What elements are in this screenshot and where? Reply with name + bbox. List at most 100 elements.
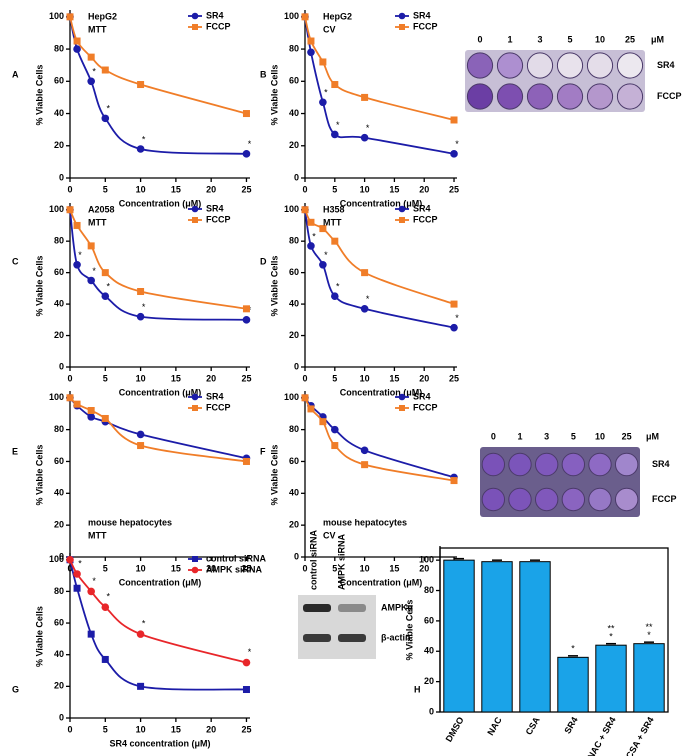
- significance-label: *: [107, 104, 111, 114]
- x-tick-label: 0: [67, 184, 72, 194]
- y-axis-label: % Viable Cells: [34, 606, 44, 667]
- well: [534, 487, 559, 512]
- chart-title: H358: [323, 204, 345, 214]
- chart-title: HepG2: [323, 11, 352, 21]
- legend-marker: [398, 205, 406, 213]
- well: [526, 83, 554, 110]
- well: [556, 83, 584, 110]
- well: [614, 452, 639, 477]
- data-point: [101, 269, 109, 277]
- x-tick-label: 15: [389, 373, 399, 383]
- x-tick-label: 10: [136, 563, 146, 573]
- well: [481, 487, 506, 512]
- legend-marker: [398, 393, 406, 401]
- chart-subtitle: MTT: [323, 217, 342, 227]
- legend-label: FCCP: [413, 214, 438, 224]
- significance-label: *: [336, 282, 340, 292]
- dose-label: 1: [507, 34, 512, 44]
- x-tick-label: 15: [171, 184, 181, 194]
- x-tick-label: 20: [206, 184, 216, 194]
- x-tick-label: CSA: [524, 715, 542, 737]
- x-tick-label: 5: [103, 563, 108, 573]
- chart-subtitle: MTT: [88, 24, 107, 34]
- well: [496, 83, 524, 110]
- data-point: [73, 45, 81, 53]
- data-point: [101, 603, 110, 612]
- data-point: [307, 37, 315, 45]
- significance-label: *: [92, 67, 96, 77]
- significance-label: *: [647, 630, 651, 640]
- well: [508, 452, 532, 477]
- legend-label: FCCP: [413, 402, 438, 412]
- legend-marker: [398, 12, 406, 20]
- significance-label: *: [107, 282, 111, 292]
- data-point: [307, 405, 315, 413]
- x-tick-label: 5: [103, 373, 108, 383]
- x-tick-label: 15: [389, 184, 399, 194]
- legend-label: FCCP: [206, 21, 231, 31]
- data-point: [66, 555, 74, 564]
- data-point: [307, 218, 315, 226]
- x-tick-label: NAC + SR4: [585, 715, 617, 756]
- unit-label: μM: [646, 431, 659, 441]
- significance-label: *: [324, 250, 328, 260]
- x-tick-label: 15: [171, 563, 181, 573]
- x-tick-label: 25: [241, 184, 251, 194]
- x-tick-label: DMSO: [444, 715, 466, 743]
- series: [66, 13, 250, 118]
- y-axis-label: % Viable Cells: [404, 600, 414, 661]
- series: [66, 555, 251, 667]
- x-tick-label: 5: [332, 563, 337, 573]
- y-tick-label: 100: [49, 392, 64, 402]
- data-point: [361, 461, 369, 469]
- y-tick-label: 80: [54, 43, 64, 53]
- data-point: [87, 407, 95, 415]
- legend-label: FCCP: [206, 214, 231, 224]
- data-point: [136, 145, 145, 153]
- x-tick-label: 5: [103, 184, 108, 194]
- y-tick-label: 0: [294, 361, 299, 371]
- x-tick-label: 25: [241, 724, 251, 734]
- data-point: [87, 276, 95, 285]
- well: [534, 452, 559, 477]
- data-point: [242, 110, 250, 118]
- data-point: [307, 48, 315, 57]
- y-tick-label: 100: [419, 555, 434, 565]
- y-tick-label: 100: [49, 11, 64, 21]
- series: [301, 206, 458, 308]
- x-tick-label: 5: [332, 184, 337, 194]
- legend-label: AMPK siRNA: [206, 564, 263, 574]
- y-axis-label: % Viable Cells: [34, 256, 44, 317]
- x-tick-label: 10: [136, 373, 146, 383]
- y-tick-label: 0: [59, 551, 64, 561]
- y-tick-label: 40: [424, 646, 434, 656]
- y-tick-label: 20: [289, 330, 299, 340]
- legend-marker: [399, 217, 405, 223]
- data-point: [450, 477, 458, 485]
- x-tick-label: 20: [419, 184, 429, 194]
- bar: [443, 559, 475, 713]
- well: [561, 452, 586, 477]
- data-point: [450, 116, 458, 124]
- band: [303, 634, 331, 642]
- y-tick-label: 20: [54, 140, 64, 150]
- y-tick-label: 0: [429, 706, 434, 716]
- y-tick-label: 100: [49, 554, 64, 564]
- well: [616, 83, 644, 110]
- data-point: [137, 288, 145, 296]
- x-tick-label: 25: [449, 373, 459, 383]
- dose-label: 25: [625, 34, 635, 44]
- panel-label: B: [260, 69, 267, 79]
- bar: [519, 561, 551, 713]
- significance-label: *: [142, 619, 146, 629]
- x-tick-label: 0: [67, 724, 72, 734]
- series: [66, 205, 251, 324]
- y-tick-label: 80: [54, 586, 64, 596]
- well: [561, 487, 586, 512]
- data-point: [319, 418, 327, 426]
- x-tick-label: 25: [449, 184, 459, 194]
- bar: [557, 656, 589, 713]
- significance-label: *: [248, 139, 252, 149]
- significance-label: *: [142, 302, 146, 312]
